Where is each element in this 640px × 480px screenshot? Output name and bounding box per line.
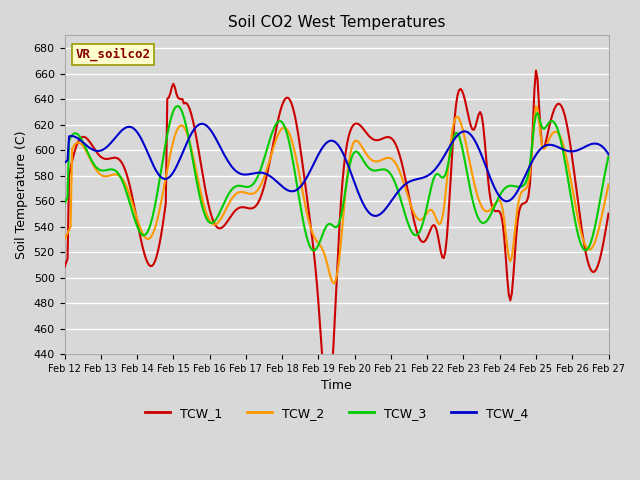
TCW_2 xyxy=(61,237,68,242)
TCW_3 xyxy=(605,154,612,159)
TCW_3 xyxy=(541,125,549,131)
TCW_1 xyxy=(372,137,380,143)
TCW_4 xyxy=(541,143,549,149)
TCW_4 xyxy=(374,213,381,218)
TCW_2 xyxy=(402,187,410,193)
TCW_3 xyxy=(174,103,182,109)
Text: VR_soilco2: VR_soilco2 xyxy=(76,48,150,61)
TCW_2 xyxy=(541,145,549,151)
TCW_3 xyxy=(404,219,412,225)
TCW_2 xyxy=(532,103,540,109)
TCW_2 xyxy=(390,158,398,164)
TCW_4 xyxy=(61,160,68,166)
Line: TCW_1: TCW_1 xyxy=(65,71,609,405)
TCW_3 xyxy=(310,248,317,253)
TCW_3 xyxy=(392,181,399,187)
TCW_1 xyxy=(76,136,83,142)
TCW_2 xyxy=(76,140,83,146)
X-axis label: Time: Time xyxy=(321,379,352,392)
Y-axis label: Soil Temperature (C): Soil Temperature (C) xyxy=(15,131,28,259)
TCW_1 xyxy=(402,179,410,185)
TCW_2 xyxy=(162,175,170,180)
TCW_4 xyxy=(372,213,380,219)
Title: Soil CO2 West Temperatures: Soil CO2 West Temperatures xyxy=(228,15,445,30)
TCW_1 xyxy=(162,201,170,206)
TCW_1 xyxy=(605,211,612,216)
Line: TCW_3: TCW_3 xyxy=(65,106,609,251)
TCW_2 xyxy=(372,158,380,164)
TCW_4 xyxy=(76,137,83,143)
TCW_4 xyxy=(605,151,612,157)
Legend: TCW_1, TCW_2, TCW_3, TCW_4: TCW_1, TCW_2, TCW_3, TCW_4 xyxy=(140,402,534,425)
TCW_4 xyxy=(162,176,170,182)
TCW_1 xyxy=(532,68,540,73)
TCW_2 xyxy=(330,280,337,286)
TCW_3 xyxy=(162,140,170,145)
TCW_4 xyxy=(198,121,206,127)
TCW_1 xyxy=(324,402,332,408)
TCW_3 xyxy=(61,201,68,206)
TCW_4 xyxy=(392,192,399,198)
Line: TCW_4: TCW_4 xyxy=(65,124,609,216)
TCW_3 xyxy=(374,168,381,173)
TCW_1 xyxy=(541,142,549,148)
TCW_3 xyxy=(76,133,83,139)
TCW_4 xyxy=(404,180,412,186)
Line: TCW_2: TCW_2 xyxy=(65,106,609,283)
TCW_2 xyxy=(605,181,612,187)
TCW_1 xyxy=(390,138,398,144)
TCW_1 xyxy=(61,264,68,270)
